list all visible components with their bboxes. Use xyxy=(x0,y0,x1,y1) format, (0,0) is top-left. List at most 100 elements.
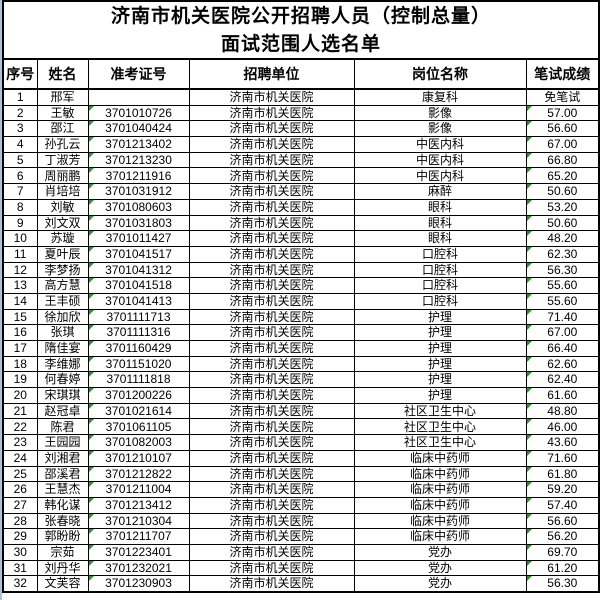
text-format-indicator-icon xyxy=(527,514,532,519)
row-number-cell: 23 xyxy=(2,434,38,451)
table-row: 3 邵江 3701040424 济南市机关医院 影像 56.60 xyxy=(2,120,600,138)
row-number-cell: 22 xyxy=(2,418,38,436)
row-number-cell: 7 xyxy=(2,183,38,200)
table-row: 11 夏叶辰 3701041517 济南市机关医院 口腔科 62.30 xyxy=(2,245,600,263)
score-cell: 67.00 xyxy=(525,136,600,153)
exam-id-cell: 3701021614 xyxy=(87,402,190,420)
exam-id-cell: 3701223401 xyxy=(87,543,190,561)
text-format-indicator-icon xyxy=(89,498,94,503)
table-row: 6 周丽鹏 3701211916 济南市机关医院 中医内科 65.20 xyxy=(2,167,600,185)
text-format-indicator-icon xyxy=(527,325,532,331)
row-number-cell: 8 xyxy=(2,198,38,216)
table-row: 19 何春婷 3701111818 济南市机关医院 护理 62.40 xyxy=(2,371,600,389)
position-cell: 中医内科 xyxy=(353,167,527,185)
table-row: 29 郭盼盼 3701211707 济南市机关医院 临床中药师 56.20 xyxy=(2,528,600,545)
unit-cell: 济南市机关医院 xyxy=(188,277,355,294)
title-line-2: 面试范围人选名单 xyxy=(221,33,382,55)
header-name: 姓名 xyxy=(36,58,89,90)
text-format-indicator-icon xyxy=(527,263,532,268)
unit-cell: 济南市机关医院 xyxy=(188,512,355,530)
text-format-indicator-icon xyxy=(89,325,94,331)
table-row: 18 李维娜 3701151020 济南市机关医院 护理 62.60 xyxy=(2,355,600,373)
name-cell: 郭盼盼 xyxy=(36,528,89,545)
unit-cell: 济南市机关医院 xyxy=(188,104,355,122)
text-format-indicator-icon xyxy=(89,404,94,409)
table-row: 16 张琪 3701111316 济南市机关医院 护理 67.00 xyxy=(2,324,600,341)
row-number-cell: 3 xyxy=(2,120,38,138)
table-row: 1 邢军 济南市机关医院 康复科 免笔试 xyxy=(2,88,600,106)
exam-id-cell: 3701200226 xyxy=(87,387,190,404)
table-row: 26 王慧杰 3701211004 济南市机关医院 临床中药师 59.20 xyxy=(2,481,600,498)
text-format-indicator-icon xyxy=(527,498,532,503)
row-number-cell: 9 xyxy=(2,214,38,232)
name-cell: 宋琪琪 xyxy=(36,387,89,404)
position-cell: 眼科 xyxy=(353,198,527,216)
name-cell: 邵溪君 xyxy=(36,465,89,483)
unit-cell: 济南市机关医院 xyxy=(188,151,355,169)
exam-id-cell: 3701011427 xyxy=(87,230,190,247)
position-cell: 护理 xyxy=(353,340,527,357)
row-number-cell: 6 xyxy=(2,167,38,185)
text-format-indicator-icon xyxy=(89,451,94,456)
unit-cell: 济南市机关医院 xyxy=(188,543,355,561)
row-number-cell: 29 xyxy=(2,528,38,545)
unit-cell: 济南市机关医院 xyxy=(188,465,355,483)
table-row: 24 刘湘君 3701210107 济南市机关医院 临床中药师 71.60 xyxy=(2,449,600,467)
row-number-cell: 4 xyxy=(2,136,38,153)
exam-id-cell: 3701080603 xyxy=(87,198,190,216)
position-cell: 临床中药师 xyxy=(353,449,527,467)
name-cell: 张春晓 xyxy=(36,512,89,530)
text-format-indicator-icon xyxy=(89,184,94,190)
exam-id-cell: 3701230903 xyxy=(87,575,190,593)
position-cell: 影像 xyxy=(353,120,527,138)
text-format-indicator-icon xyxy=(89,529,94,535)
text-format-indicator-icon xyxy=(89,168,94,174)
title-line-1: 济南市机关医院公开招聘人员（控制总量） xyxy=(111,5,492,27)
row-number-cell: 32 xyxy=(2,575,38,593)
text-format-indicator-icon xyxy=(89,357,94,362)
exam-id-cell: 3701111818 xyxy=(87,371,190,389)
score-cell: 43.60 xyxy=(525,434,600,451)
header-exam-id: 准考证号 xyxy=(87,58,190,90)
row-number-cell: 25 xyxy=(2,465,38,483)
unit-cell: 济南市机关医院 xyxy=(188,355,355,373)
text-format-indicator-icon xyxy=(89,466,94,472)
row-number-cell: 10 xyxy=(2,230,38,247)
score-cell: 67.00 xyxy=(525,324,600,341)
text-format-indicator-icon xyxy=(89,514,94,519)
text-format-indicator-icon xyxy=(527,106,532,111)
exam-id-cell: 3701151020 xyxy=(87,355,190,373)
position-cell: 护理 xyxy=(353,324,527,341)
name-cell: 文芙容 xyxy=(36,575,89,593)
score-cell: 56.20 xyxy=(525,528,600,545)
header-row-number: 序号 xyxy=(2,58,38,90)
text-format-indicator-icon xyxy=(527,388,532,394)
sheet-edge-line xyxy=(0,0,2,600)
score-cell: 46.00 xyxy=(525,418,600,436)
document-title: 济南市机关医院公开招聘人员（控制总量） 面试范围人选名单 xyxy=(2,0,600,60)
table-row: 28 张春晓 3701210304 济南市机关医院 临床中药师 56.60 xyxy=(2,512,600,530)
table-row: 30 宗茹 3701223401 济南市机关医院 党办 69.70 xyxy=(2,543,600,561)
score-cell: 69.70 xyxy=(525,543,600,561)
row-number-cell: 20 xyxy=(2,387,38,404)
table-row: 13 高方慧 3701041518 济南市机关医院 口腔科 55.60 xyxy=(2,277,600,294)
text-format-indicator-icon xyxy=(89,576,94,582)
unit-cell: 济南市机关医院 xyxy=(188,198,355,216)
name-cell: 邢军 xyxy=(36,88,89,106)
name-cell: 李维娜 xyxy=(36,355,89,373)
name-cell: 夏叶辰 xyxy=(36,245,89,263)
exam-id-cell: 3701210304 xyxy=(87,512,190,530)
text-format-indicator-icon xyxy=(527,372,532,378)
text-format-indicator-icon xyxy=(89,106,94,111)
unit-cell: 济南市机关医院 xyxy=(188,434,355,451)
row-number-cell: 2 xyxy=(2,104,38,122)
row-number-cell: 17 xyxy=(2,340,38,357)
row-number-cell: 14 xyxy=(2,292,38,310)
score-cell: 62.40 xyxy=(525,371,600,389)
text-format-indicator-icon xyxy=(527,529,532,535)
exam-id-cell: 3701213230 xyxy=(87,151,190,169)
unit-cell: 济南市机关医院 xyxy=(188,324,355,341)
score-cell: 50.60 xyxy=(525,214,600,232)
text-format-indicator-icon xyxy=(527,466,532,472)
unit-cell: 济南市机关医院 xyxy=(188,261,355,279)
